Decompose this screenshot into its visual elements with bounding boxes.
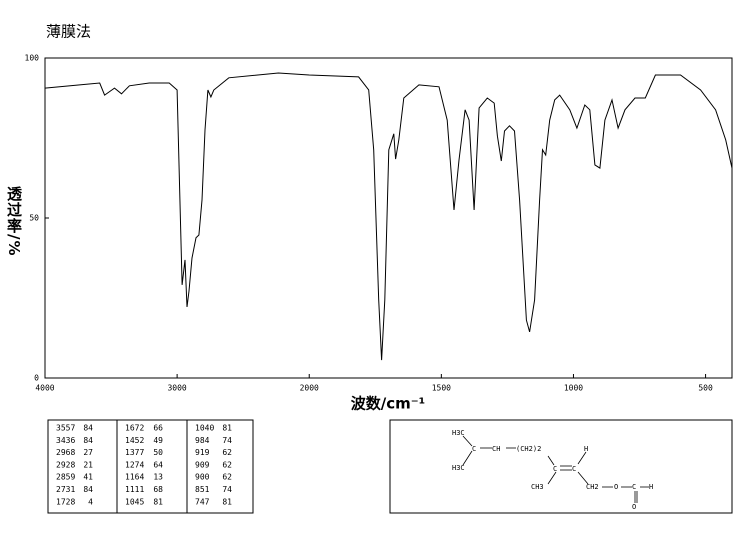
peak-wavenumber: 2731 <box>56 485 75 494</box>
plot-frame <box>44 57 733 379</box>
y-tick-label: 50 <box>29 214 39 223</box>
peak-wavenumber: 984 <box>195 436 210 445</box>
structure-label: CH2 <box>586 483 599 491</box>
peak-transmittance: 81 <box>222 497 232 506</box>
peak-transmittance: 62 <box>222 448 232 457</box>
x-tick-label: 1000 <box>564 384 583 393</box>
x-axis-label: 波数/cm⁻¹ <box>351 395 426 413</box>
peak-wavenumber: 900 <box>195 473 210 482</box>
peak-transmittance: 84 <box>83 436 93 445</box>
structure-frame <box>389 419 733 514</box>
peak-wavenumber: 3557 <box>56 424 75 433</box>
structure-label: O <box>614 483 618 491</box>
structure-label: H <box>584 445 588 453</box>
structure-label: H3C <box>452 429 465 437</box>
y-tick-label: 0 <box>34 374 39 383</box>
peak-wavenumber: 1040 <box>195 424 214 433</box>
peak-wavenumber: 1274 <box>125 460 144 469</box>
peak-wavenumber: 2968 <box>56 448 75 457</box>
peak-wavenumber: 1452 <box>125 436 144 445</box>
peak-transmittance: 62 <box>222 460 232 469</box>
peak-wavenumber: 851 <box>195 485 210 494</box>
peak-transmittance: 74 <box>222 436 232 445</box>
peak-wavenumber: 1672 <box>125 424 144 433</box>
x-tick-label: 3000 <box>167 384 186 393</box>
y-axis-label: 透过率/% <box>5 186 23 257</box>
peak-wavenumber: 1377 <box>125 448 144 457</box>
peak-transmittance: 27 <box>83 448 93 457</box>
peak-transmittance: 74 <box>222 485 232 494</box>
peak-transmittance: 64 <box>153 460 163 469</box>
structure-label: C <box>553 465 557 473</box>
structure-label: CH3 <box>531 483 544 491</box>
x-tick-label: 2000 <box>300 384 319 393</box>
peak-transmittance: 84 <box>83 424 93 433</box>
peak-transmittance: 68 <box>153 485 163 494</box>
table-frame <box>47 419 254 514</box>
structure-label: C <box>632 483 636 491</box>
peak-table: 3557 84 1672 66 1040 81 3436 84 1452 49 984 74 2968 2… <box>47 419 254 514</box>
peak-transmittance: 4 <box>88 497 93 506</box>
peak-transmittance: 62 <box>222 473 232 482</box>
structure-label: C <box>472 445 476 453</box>
peak-transmittance: 50 <box>153 448 163 457</box>
peak-transmittance: 81 <box>222 424 232 433</box>
peak-transmittance: 13 <box>153 473 163 482</box>
peak-wavenumber: 909 <box>195 460 210 469</box>
x-tick-label: 1500 <box>432 384 451 393</box>
peak-transmittance: 21 <box>83 460 93 469</box>
peak-wavenumber: 3436 <box>56 436 75 445</box>
peak-wavenumber: 1728 <box>56 497 75 506</box>
peak-wavenumber: 2928 <box>56 460 75 469</box>
peak-transmittance: 49 <box>153 436 163 445</box>
structure-label: H <box>649 483 653 491</box>
structure-label: C <box>572 465 576 473</box>
spectrum-line <box>44 72 733 361</box>
peak-transmittance: 84 <box>83 485 93 494</box>
peak-transmittance: 41 <box>83 473 93 482</box>
x-tick-label: 500 <box>698 384 713 393</box>
structure-label: (CH2)2 <box>516 445 541 453</box>
structure-label: CH <box>492 445 500 453</box>
x-tick-label: 4000 <box>35 384 54 393</box>
peak-wavenumber: 1111 <box>125 485 144 494</box>
bonds <box>462 435 649 503</box>
peak-wavenumber: 747 <box>195 497 210 506</box>
y-tick-label: 100 <box>25 54 40 63</box>
peak-transmittance: 66 <box>153 424 163 433</box>
chart-title: 薄膜法 <box>46 23 91 41</box>
peak-wavenumber: 2859 <box>56 473 75 482</box>
peak-transmittance: 81 <box>153 497 163 506</box>
structure-label: O <box>632 503 636 511</box>
peak-wavenumber: 1164 <box>125 473 144 482</box>
structure-label: H3C <box>452 464 465 472</box>
peak-wavenumber: 919 <box>195 448 210 457</box>
peak-wavenumber: 1045 <box>125 497 144 506</box>
